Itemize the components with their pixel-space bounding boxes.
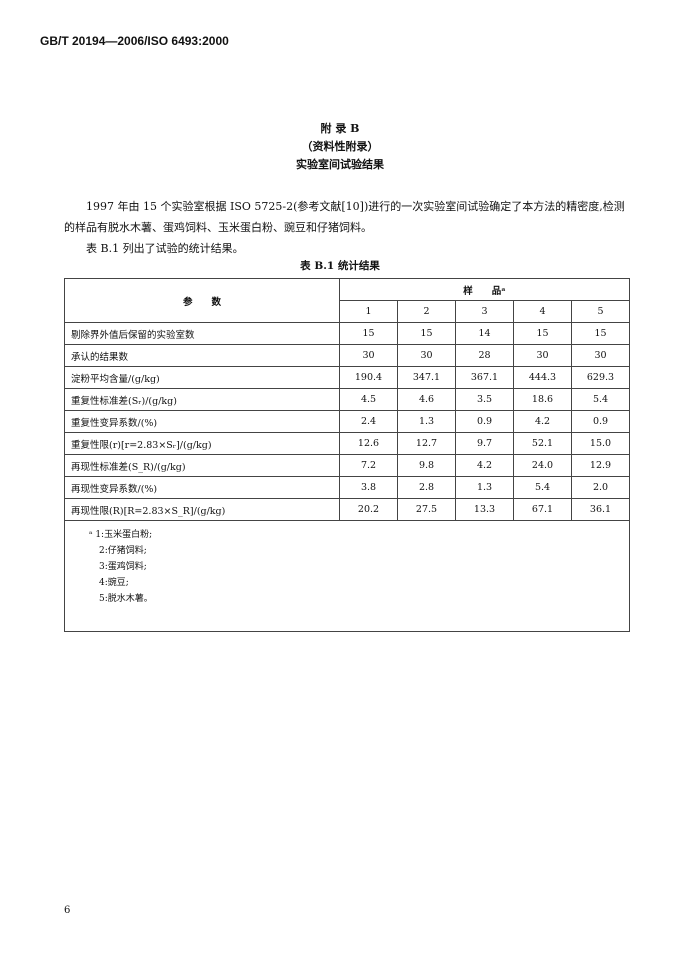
cell-value: 15 <box>571 322 630 345</box>
table-row: 重复性限(r)[r=2.83×Sᵣ]/(g/kg) 12.6 12.7 9.7 52.1… <box>64 432 630 455</box>
cell-value: 12.9 <box>571 454 630 477</box>
cell-value: 5.4 <box>513 476 572 499</box>
cell-value: 5.4 <box>571 388 630 411</box>
cell-value: 190.4 <box>339 366 398 389</box>
cell-value: 30 <box>513 344 572 367</box>
column-header: 1 <box>339 300 398 323</box>
row-label: 淀粉平均含量/(g/kg) <box>64 366 340 389</box>
cell-value: 4.5 <box>339 388 398 411</box>
footnote-line: 5:脱水木薯。 <box>99 594 153 604</box>
cell-value: 12.6 <box>339 432 398 455</box>
cell-value: 444.3 <box>513 366 572 389</box>
cell-value: 18.6 <box>513 388 572 411</box>
cell-value: 367.1 <box>455 366 514 389</box>
cell-value: 30 <box>397 344 456 367</box>
cell-value: 1.3 <box>397 410 456 433</box>
cell-value: 28 <box>455 344 514 367</box>
row-label: 再现性标准差(S_R)/(g/kg) <box>64 454 340 477</box>
cell-value: 13.3 <box>455 498 514 521</box>
cell-value: 7.2 <box>339 454 398 477</box>
table-row: 再现性限(R)[R=2.83×S_R]/(g/kg) 20.2 27.5 13.3 67… <box>64 498 630 521</box>
cell-value: 15.0 <box>571 432 630 455</box>
row-label: 再现性限(R)[R=2.83×S_R]/(g/kg) <box>64 498 340 521</box>
row-label: 剔除界外值后保留的实验室数 <box>64 322 340 345</box>
column-header: 5 <box>571 300 630 323</box>
column-header: 2 <box>397 300 456 323</box>
table-footnote: ᵃ 1:玉米蛋白粉; 2:仔猪饲料; 3:蛋鸡饲料; 4:豌豆; 5:脱水木薯。 <box>64 520 630 632</box>
paragraph-2: 表 B.1 列出了试验的统计结果。 <box>86 242 244 255</box>
footnote-line: 2:仔猪饲料; <box>99 546 147 556</box>
cell-value: 4.6 <box>397 388 456 411</box>
footnote-line: 4:豌豆; <box>99 578 129 588</box>
cell-value: 24.0 <box>513 454 572 477</box>
cell-value: 4.2 <box>455 454 514 477</box>
cell-value: 0.9 <box>571 410 630 433</box>
table-caption: 表 B.1 统计结果 <box>300 260 380 272</box>
row-label: 再现性变异系数/(%) <box>64 476 340 499</box>
cell-value: 15 <box>397 322 456 345</box>
cell-value: 67.1 <box>513 498 572 521</box>
cell-value: 9.8 <box>397 454 456 477</box>
annex-heading: 实验室间试验结果 <box>296 158 384 171</box>
row-label: 重复性标准差(Sᵣ)/(g/kg) <box>64 388 340 411</box>
standard-header: GB/T 20194—2006/ISO 6493:2000 <box>40 34 229 48</box>
paragraph-1: 1997 年由 15 个实验室根据 ISO 5725-2(参考文献[10])进行… <box>64 200 625 234</box>
cell-value: 27.5 <box>397 498 456 521</box>
cell-value: 30 <box>571 344 630 367</box>
footnote-line: 3:蛋鸡饲料; <box>99 562 147 572</box>
table-row: 再现性标准差(S_R)/(g/kg) 7.2 9.8 4.2 24.0 12.9 <box>64 454 630 477</box>
row-label: 重复性变异系数/(%) <box>64 410 340 433</box>
cell-value: 14 <box>455 322 514 345</box>
page-number: 6 <box>64 905 71 916</box>
cell-value: 3.5 <box>455 388 514 411</box>
table-row: 重复性变异系数/(%) 2.4 1.3 0.9 4.2 0.9 <box>64 410 630 433</box>
cell-value: 1.3 <box>455 476 514 499</box>
table-row: 重复性标准差(Sᵣ)/(g/kg) 4.5 4.6 3.5 18.6 5.4 <box>64 388 630 411</box>
cell-value: 347.1 <box>397 366 456 389</box>
cell-value: 15 <box>513 322 572 345</box>
annex-type: （资料性附录） <box>301 140 379 153</box>
footnote-line: ᵃ 1:玉米蛋白粉; <box>89 530 153 540</box>
cell-value: 36.1 <box>571 498 630 521</box>
sample-header: 样 品ᵃ <box>339 278 630 301</box>
row-label: 重复性限(r)[r=2.83×Sᵣ]/(g/kg) <box>64 432 340 455</box>
cell-value: 0.9 <box>455 410 514 433</box>
cell-value: 52.1 <box>513 432 572 455</box>
annex-title: 附 录 B <box>320 122 360 135</box>
cell-value: 2.0 <box>571 476 630 499</box>
cell-value: 2.8 <box>397 476 456 499</box>
table-row: 承认的结果数 30 30 28 30 30 <box>64 344 630 367</box>
cell-value: 12.7 <box>397 432 456 455</box>
cell-value: 3.8 <box>339 476 398 499</box>
cell-value: 4.2 <box>513 410 572 433</box>
column-header: 3 <box>455 300 514 323</box>
row-label: 承认的结果数 <box>64 344 340 367</box>
table-row: 剔除界外值后保留的实验室数 15 15 14 15 15 <box>64 322 630 345</box>
table-row: 淀粉平均含量/(g/kg) 190.4 347.1 367.1 444.3 629.3 <box>64 366 630 389</box>
param-header: 参 数 <box>64 278 340 323</box>
cell-value: 20.2 <box>339 498 398 521</box>
cell-value: 2.4 <box>339 410 398 433</box>
column-header: 4 <box>513 300 572 323</box>
cell-value: 30 <box>339 344 398 367</box>
table-row: 再现性变异系数/(%) 3.8 2.8 1.3 5.4 2.0 <box>64 476 630 499</box>
cell-value: 9.7 <box>455 432 514 455</box>
cell-value: 15 <box>339 322 398 345</box>
cell-value: 629.3 <box>571 366 630 389</box>
